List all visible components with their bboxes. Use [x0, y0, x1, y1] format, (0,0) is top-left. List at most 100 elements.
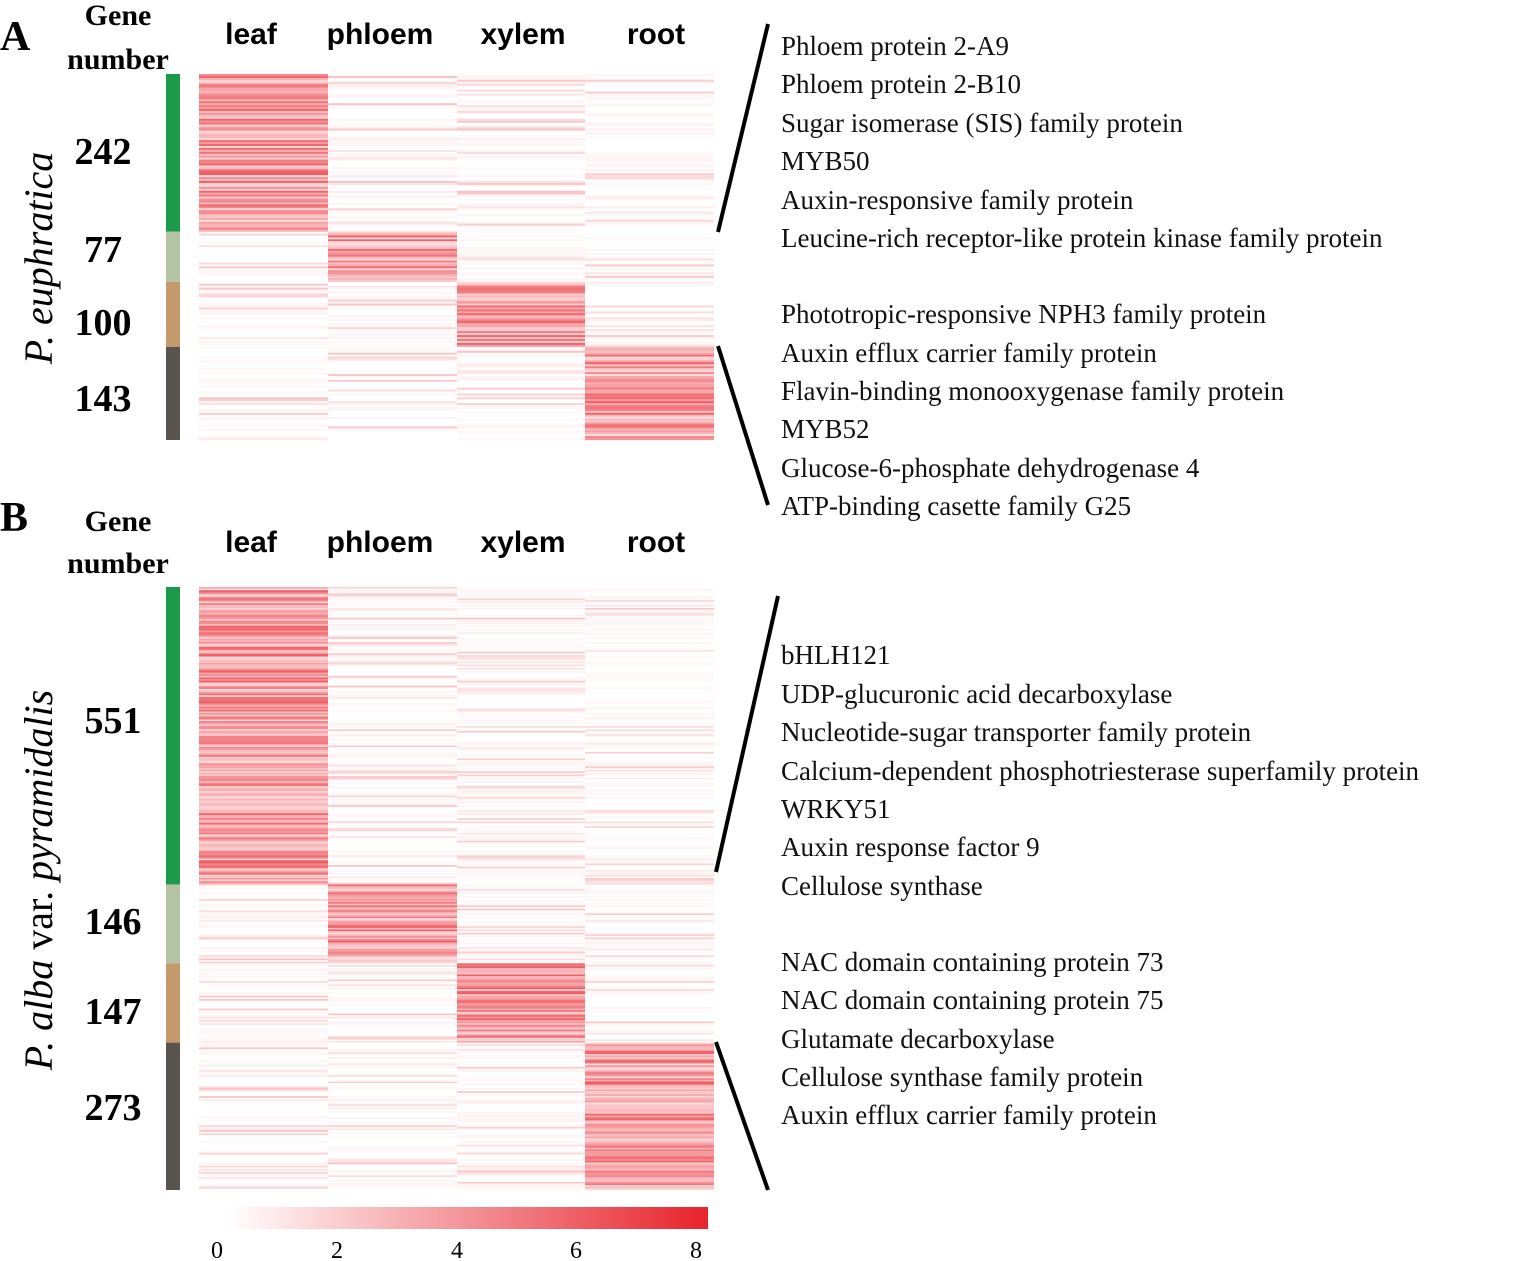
heatmap-cell [199, 87, 328, 90]
heatmap-cell [585, 408, 714, 412]
heatmap-cell [457, 1066, 585, 1069]
heatmap-cell [199, 83, 328, 86]
heatmap-cell [328, 763, 457, 765]
heatmap-cell [328, 301, 457, 304]
heatmap-cell [199, 233, 328, 236]
heatmap-cell [457, 268, 585, 271]
heatmap-cell [199, 99, 328, 102]
panel-a-count-leaf: 242 [75, 131, 132, 173]
heatmap-cell [199, 377, 328, 380]
heatmap-cell [585, 1070, 714, 1072]
heatmap-cell [585, 163, 714, 166]
heatmap-cell [585, 79, 714, 82]
heatmap-cell [457, 947, 585, 949]
heatmap-cell [457, 643, 585, 646]
heatmap-cell [457, 992, 585, 995]
heatmap-cell [328, 264, 457, 267]
heatmap-cell [199, 858, 328, 861]
heatmap-cell [199, 916, 328, 919]
heatmap-cell [457, 1151, 585, 1153]
heatmap-cell [457, 299, 585, 302]
heatmap-cell [328, 1168, 457, 1171]
heatmap-cell [457, 109, 585, 112]
heatmap-cell [328, 695, 457, 698]
panel-b-label: B [0, 495, 28, 541]
heatmap-cell [199, 223, 328, 226]
heatmap-cell [457, 682, 585, 685]
heatmap-cell [199, 853, 328, 856]
heatmap-cell [328, 190, 457, 193]
heatmap-cell [457, 1113, 585, 1116]
heatmap-cell [328, 175, 457, 178]
heatmap-cell [585, 368, 714, 371]
heatmap-cell [585, 418, 714, 421]
heatmap-cell [199, 1087, 328, 1090]
heatmap-cell [585, 810, 714, 812]
heatmap-cell [199, 745, 328, 748]
heatmap-cell [457, 730, 585, 733]
heatmap-cell [328, 927, 457, 930]
panel-b-col-header-leaf: leaf [225, 526, 278, 559]
heatmap-cell [457, 350, 585, 353]
heatmap-cell [585, 734, 714, 736]
heatmap-cell [457, 813, 585, 816]
heatmap-cell [457, 810, 585, 812]
heatmap-cell [585, 379, 714, 382]
heatmap-cell [585, 648, 714, 651]
heatmap-cell [199, 827, 328, 830]
heatmap-cell [199, 950, 328, 953]
heatmap-cell [585, 881, 714, 883]
heatmap-cell [199, 606, 328, 609]
heatmap-cell [199, 391, 328, 394]
heatmap-cell [585, 105, 714, 108]
heatmap-cell [585, 412, 714, 415]
heatmap-cell [585, 766, 714, 769]
panel-a-root-gene-list: Phototropic-responsive NPH3 family prote… [781, 299, 1285, 521]
heatmap-cell [457, 632, 585, 635]
heatmap-cell [199, 1011, 328, 1014]
heatmap-cell [585, 91, 714, 94]
heatmap-cell [585, 252, 714, 255]
heatmap-cell [328, 827, 457, 830]
heatmap-cell [199, 171, 328, 174]
heatmap-cell [328, 793, 457, 796]
heatmap-cell [457, 926, 585, 929]
heatmap-cell [328, 742, 457, 744]
heatmap-cell [199, 690, 328, 693]
heatmap-cell [585, 940, 714, 943]
heatmap-cell [585, 223, 714, 226]
heatmap-cell [199, 293, 328, 296]
heatmap-cell [199, 730, 328, 733]
heatmap-cell [457, 777, 585, 780]
heatmap-cell [199, 149, 328, 152]
cluster-bar-phloem [166, 884, 180, 964]
heatmap-cell [199, 1063, 328, 1066]
heatmap-cell [585, 1110, 714, 1113]
heatmap-cell [199, 95, 328, 98]
heatmap-cell [199, 77, 328, 80]
heatmap-cell [199, 1052, 328, 1055]
heatmap-cell [585, 611, 714, 614]
heatmap-cell [457, 873, 585, 875]
heatmap-cell [585, 826, 714, 829]
heatmap-cell [585, 1078, 714, 1081]
heatmap-cell [199, 192, 328, 195]
heatmap-cell [585, 311, 714, 314]
heatmap-cell [199, 722, 328, 725]
heatmap-cell [199, 124, 328, 127]
heatmap-cell [585, 1162, 714, 1165]
heatmap-cell [199, 1168, 328, 1171]
gene-label: Auxin efflux carrier family protein [781, 338, 1157, 368]
heatmap-cell [585, 637, 714, 639]
heatmap-cell [328, 1159, 457, 1161]
heatmap-cell [457, 997, 585, 1000]
heatmap-cell [328, 1037, 457, 1040]
heatmap-cell [199, 726, 328, 728]
heatmap-cell [585, 432, 714, 435]
heatmap-cell [199, 114, 328, 117]
heatmap-cell [328, 690, 457, 693]
heatmap-cell [199, 769, 328, 772]
heatmap-cell [199, 906, 328, 909]
heatmap-cell [457, 297, 585, 300]
heatmap-cell [199, 1015, 328, 1017]
